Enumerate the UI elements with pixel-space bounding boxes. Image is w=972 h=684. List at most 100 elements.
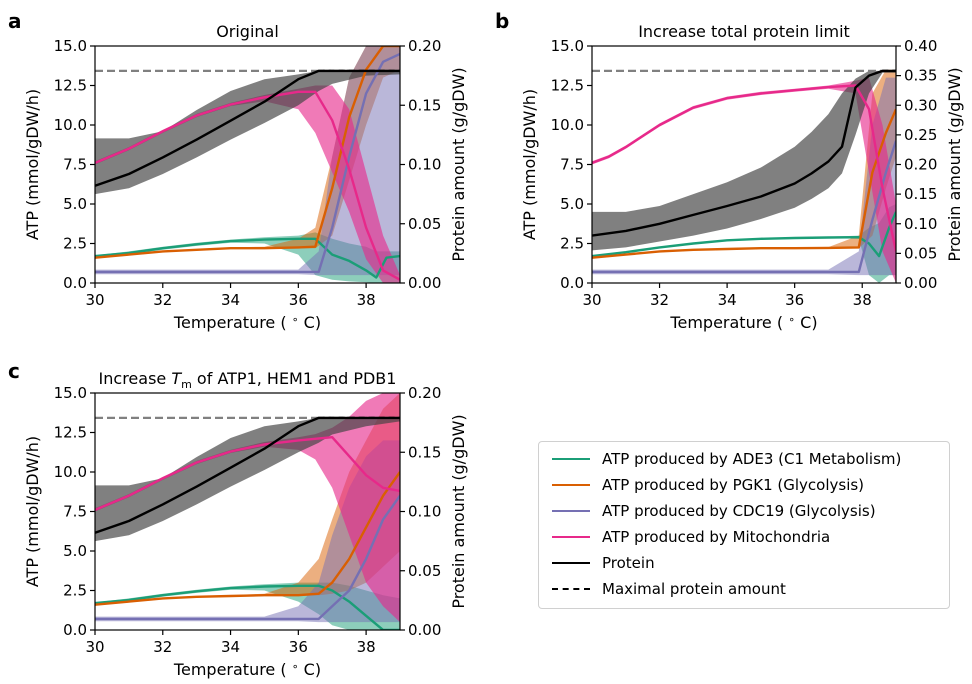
y-tick-label-c: 7.5	[63, 503, 87, 521]
panel-c: c Increase Tm of ATP1, HEM1 and PDB1 30 32 3…	[8, 359, 468, 679]
x-tick-label-a: 34	[221, 291, 240, 309]
band-mito-c	[95, 393, 400, 623]
y-tick-label-c: 15.0	[54, 384, 87, 402]
y-tick-label-b: 12.5	[551, 77, 584, 95]
x-axis-label-c: Temperature ( ∘ C)	[173, 660, 321, 679]
x-tick-label-c: 32	[153, 638, 172, 656]
legend-swatch-protein	[552, 562, 590, 564]
plot-area-c	[95, 393, 400, 630]
line-cdc19-a	[95, 52, 400, 274]
x-tick-label-b: 30	[582, 291, 601, 309]
line-ade3-c	[95, 584, 400, 630]
y-tick-label-b: 7.5	[560, 156, 584, 174]
band-protein-b	[592, 70, 896, 251]
legend-swatch-maxline	[552, 588, 590, 590]
y2-tick-label-a: 0.00	[408, 274, 441, 292]
y2-tick-label-c: 0.15	[408, 443, 441, 461]
x-tick-label-c: 36	[289, 638, 308, 656]
y-tick-label-c: 5.0	[63, 542, 87, 560]
y-axis-label-c: ATP (mmol/gDW/h)	[23, 436, 42, 587]
y-axis-label-a: ATP (mmol/gDW/h)	[23, 89, 42, 240]
y-tick-label-a: 12.5	[54, 77, 87, 95]
x-tick-label-b: 36	[785, 291, 804, 309]
plot-area-a	[95, 46, 400, 283]
line-pgk1-b	[592, 108, 896, 259]
legend-item-ade3: ATP produced by ADE3 (C1 Metabolism)	[539, 447, 901, 471]
legend-label-cdc19: ATP produced by CDC19 (Glycolysis)	[602, 502, 876, 520]
x-tick-label-c: 30	[85, 638, 104, 656]
y2-tick-label-b: 0.20	[904, 156, 937, 174]
line-cdc19-b	[592, 140, 896, 274]
legend-label-mito: ATP produced by Mitochondria	[602, 528, 831, 546]
panel-title-a: Original	[216, 22, 279, 41]
band-cdc19-b	[592, 77, 896, 276]
x-tick-label-a: 30	[85, 291, 104, 309]
y-tick-label-c: 2.5	[63, 582, 87, 600]
x-tick-label-b: 34	[718, 291, 737, 309]
y2-tick-label-a: 0.15	[408, 96, 441, 114]
y2-tick-label-c: 0.10	[408, 503, 441, 521]
band-protein-c	[95, 417, 400, 542]
y2-tick-label-a: 0.10	[408, 156, 441, 174]
y2-tick-label-b: 0.05	[904, 244, 937, 262]
y2-tick-label-c: 0.00	[408, 621, 441, 639]
band-protein-a	[95, 70, 400, 195]
y2-tick-label-a: 0.05	[408, 215, 441, 233]
y-tick-label-a: 5.0	[63, 195, 87, 213]
legend-item-mito: ATP produced by Mitochondria	[539, 525, 830, 549]
y-tick-label-a: 7.5	[63, 156, 87, 174]
y2-tick-label-b: 0.40	[904, 37, 937, 55]
panel-letter-b: b	[495, 9, 509, 33]
y-tick-label-c: 12.5	[54, 424, 87, 442]
legend-label-maxline: Maximal protein amount	[602, 580, 786, 598]
line-ade3-b	[592, 211, 896, 258]
y2-tick-label-c: 0.05	[408, 562, 441, 580]
line-pgk1-a	[95, 46, 400, 259]
band-cdc19-c	[95, 440, 400, 623]
x-tick-label-a: 38	[357, 291, 376, 309]
y-tick-label-b: 0.0	[560, 274, 584, 292]
y-tick-label-b: 2.5	[560, 235, 584, 253]
x-tick-label-b: 38	[853, 291, 872, 309]
panel-a: a Original 30 32 34 36 38 0.0 2.5 5.0 7.5 10.0 12.5 1…	[8, 9, 468, 332]
x-axis-label-b: Temperature ( ∘ C)	[669, 313, 817, 332]
line-mito-a	[95, 90, 400, 281]
y-axis-label-b: ATP (mmol/gDW/h)	[520, 89, 539, 240]
line-protein-b	[592, 69, 896, 237]
band-pgk1-c	[95, 393, 400, 606]
x-tick-label-c: 34	[221, 638, 240, 656]
legend-swatch-mito	[552, 536, 590, 538]
line-ade3-a	[95, 237, 400, 279]
line-mito-c	[95, 436, 400, 512]
band-pgk1-a	[95, 46, 400, 259]
y2-tick-label-b: 0.35	[904, 67, 937, 85]
line-cdc19-c	[95, 495, 400, 621]
y2-axis-label-b: Protein amount (g/gDW)	[945, 67, 964, 261]
legend-item-pgk1: ATP produced by PGK1 (Glycolysis)	[539, 473, 864, 497]
legend-label-pgk1: ATP produced by PGK1 (Glycolysis)	[602, 476, 865, 494]
y-tick-label-a: 2.5	[63, 235, 87, 253]
panel-title-c: Increase Tm of ATP1, HEM1 and PDB1	[99, 369, 397, 391]
y2-tick-label-b: 0.30	[904, 96, 937, 114]
y-tick-label-a: 15.0	[54, 37, 87, 55]
x-tick-label-c: 38	[357, 638, 376, 656]
panel-letter-a: a	[8, 9, 22, 33]
line-mito-b	[592, 84, 896, 252]
legend-swatch-pgk1	[552, 484, 590, 486]
plot-area-b	[592, 69, 896, 283]
x-axis-label-a: Temperature ( ∘ C)	[173, 313, 321, 332]
legend-swatch-cdc19	[552, 510, 590, 512]
x-tick-label-a: 32	[153, 291, 172, 309]
legend-item-maxline: Maximal protein amount	[539, 577, 786, 601]
legend-item-cdc19: ATP produced by CDC19 (Glycolysis)	[539, 499, 876, 523]
y-tick-label-b: 10.0	[551, 116, 584, 134]
y2-tick-label-b: 0.25	[904, 126, 937, 144]
legend: ATP produced by ADE3 (C1 Metabolism) ATP…	[538, 441, 950, 609]
y-tick-label-c: 10.0	[54, 463, 87, 481]
y2-tick-label-a: 0.20	[408, 37, 441, 55]
y2-axis-label-a: Protein amount (g/gDW)	[449, 67, 468, 261]
y-tick-label-a: 0.0	[63, 274, 87, 292]
x-tick-label-b: 32	[650, 291, 669, 309]
x-tick-label-a: 36	[289, 291, 308, 309]
